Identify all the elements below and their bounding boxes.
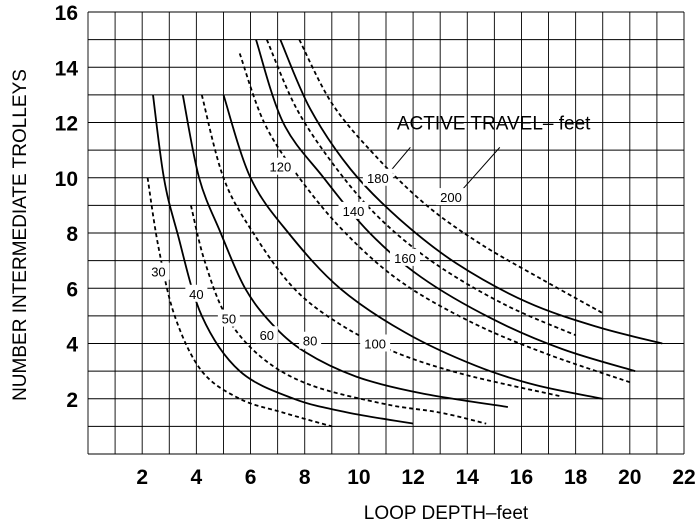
x-tick-label: 16 [510,466,533,489]
curve-label-160: 160 [394,251,416,266]
curve-50 [190,205,487,425]
x-tick-label: 14 [456,466,480,489]
curve-200 [298,39,604,314]
leader-line-200 [460,147,501,192]
y-tick-label: 14 [55,57,79,80]
x-tick-label: 18 [564,466,588,489]
annotation-leaders [389,147,501,192]
curve-label-bg-50 [217,309,240,327]
y-axis-label: NUMBER INTERMEDIATE TROLLEYS [10,69,31,401]
curve-label-40: 40 [189,287,203,302]
x-tick-label: 2 [136,466,148,489]
y-tick-label: 16 [55,2,78,25]
curve-label-50: 50 [222,312,236,327]
curve-180 [279,39,663,345]
x-tick-label: 12 [401,466,424,489]
x-axis-label: LOOP DEPTH–feet [364,503,529,523]
curve-label-bg-200 [436,188,467,206]
curve-label-bg-160 [389,248,420,266]
curve-40 [152,94,414,425]
curve-label-bg-120 [265,157,296,175]
x-tick-label: 6 [245,466,257,489]
curve-160 [265,39,576,337]
curve-120 [238,53,631,384]
curve-label-bg-140 [338,201,369,219]
curve-label-100: 100 [364,337,386,352]
y-tick-label: 6 [66,278,78,301]
grid [87,11,685,455]
curve-label-200: 200 [440,190,462,205]
curve-label-bg-40 [185,284,208,302]
curve-60 [181,94,509,408]
curve-label-bg-80 [299,331,322,349]
curve-label-120: 120 [269,160,291,175]
y-tick-label: 8 [66,223,78,246]
curve-label-60: 60 [260,328,274,343]
x-tick-label: 8 [299,466,311,489]
curve-100 [222,94,603,400]
y-tick-label: 12 [55,113,78,136]
curve-label-30: 30 [151,265,165,280]
curve-80 [200,94,560,397]
curve-label-140: 140 [343,204,365,219]
curve-label-bg-100 [360,334,391,352]
curve-label-bg-60 [255,326,278,344]
curve-labels: 30 40 50 60 80 100 120 140 160 180 200 [147,157,467,352]
annotation-active-travel: ACTIVE TRAVEL– feet [397,114,591,135]
curve-label-80: 80 [303,334,317,349]
curve-label-180: 180 [367,171,389,186]
x-tick-label: 22 [672,466,695,489]
x-tick-label: 20 [618,466,641,489]
leader-line-180 [389,147,411,173]
y-tick-label: 4 [66,334,78,357]
y-tick-label: 10 [55,168,78,191]
x-tick-label: 4 [191,466,203,489]
x-tick-label: 10 [347,466,370,489]
curve-label-bg-180 [362,168,393,186]
curve-30 [146,177,333,428]
curve-label-bg-30 [147,262,170,280]
y-tick-label: 2 [66,389,78,412]
